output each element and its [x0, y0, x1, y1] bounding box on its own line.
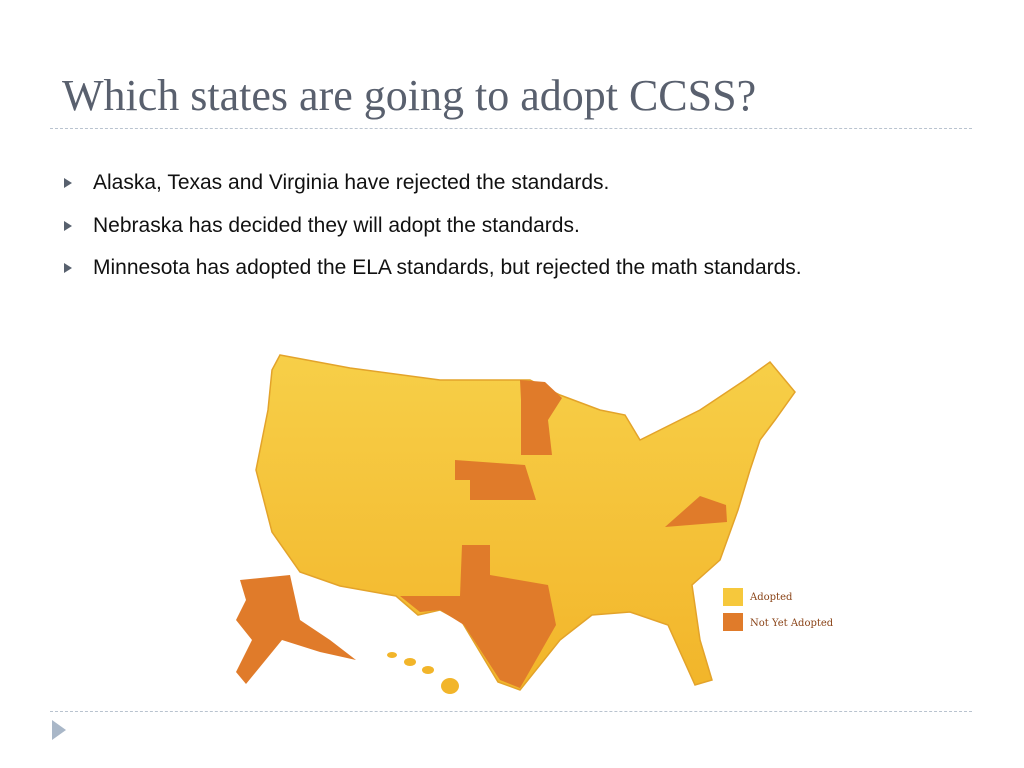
legend-swatch: [723, 588, 743, 606]
nebraska: [455, 460, 536, 500]
alaska: [236, 575, 356, 684]
bullet: Minnesota has adopted the ELA standards,…: [62, 251, 802, 294]
bullet-list: Alaska, Texas and Virginia have rejected…: [62, 166, 802, 294]
divider: [50, 711, 972, 712]
bullet: Alaska, Texas and Virginia have rejected…: [62, 166, 802, 209]
hawaii: [387, 652, 459, 694]
nav-arrow: [52, 720, 66, 740]
slide-title: Which states are going to adopt CCSS?: [62, 71, 757, 120]
bullet: Nebraska has decided they will adopt the…: [62, 209, 802, 252]
virginia: [665, 496, 727, 527]
minnesota: [520, 380, 562, 455]
legend-label: Not Yet Adopted: [750, 618, 834, 629]
legend-label: Adopted: [749, 592, 793, 603]
us-map: [255, 354, 796, 691]
legend-swatch: [723, 613, 743, 631]
divider: [50, 128, 972, 129]
texas: [400, 545, 556, 688]
